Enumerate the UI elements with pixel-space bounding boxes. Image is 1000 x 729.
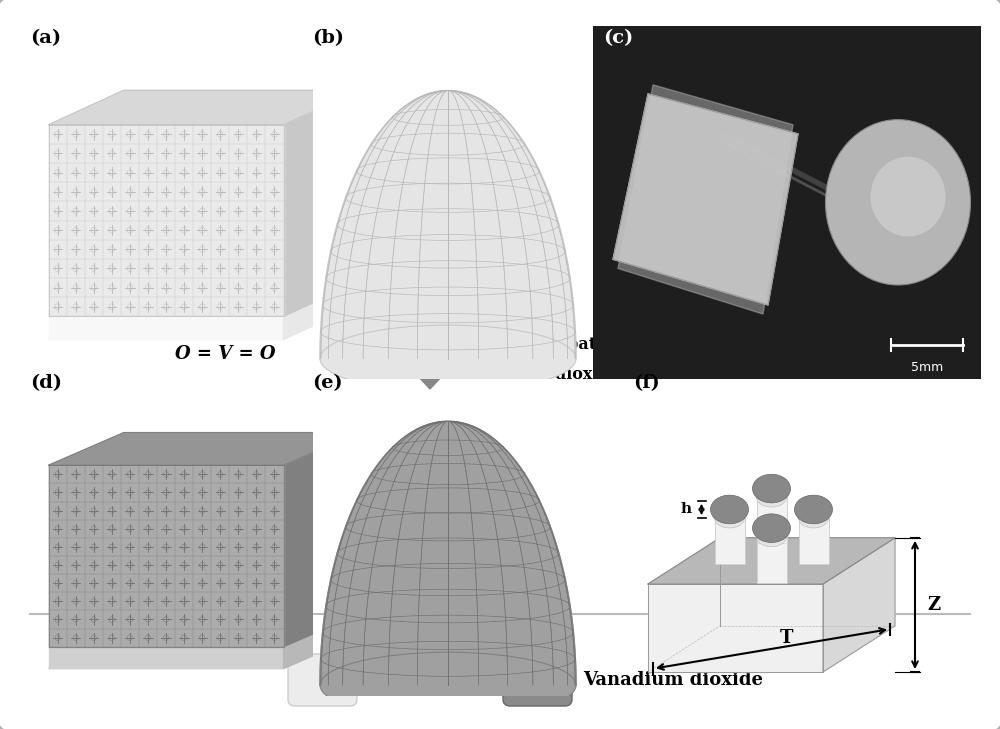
Ellipse shape: [826, 120, 970, 285]
Polygon shape: [648, 584, 823, 672]
Polygon shape: [48, 90, 359, 125]
Text: (b): (b): [312, 28, 344, 47]
Polygon shape: [402, 359, 458, 389]
Polygon shape: [757, 537, 786, 583]
Text: O = V = O: O = V = O: [175, 345, 275, 363]
Text: 5mm: 5mm: [911, 361, 943, 374]
Polygon shape: [320, 421, 576, 685]
Polygon shape: [757, 497, 786, 543]
Polygon shape: [48, 305, 359, 339]
Ellipse shape: [753, 475, 790, 503]
Ellipse shape: [798, 508, 828, 528]
Text: (d): (d): [30, 374, 62, 392]
Polygon shape: [798, 518, 828, 564]
Text: Z: Z: [927, 596, 940, 614]
Polygon shape: [48, 636, 359, 668]
Ellipse shape: [757, 487, 786, 507]
FancyBboxPatch shape: [593, 26, 981, 379]
Text: Vanadium dioxide: Vanadium dioxide: [583, 671, 763, 689]
Text: (f): (f): [633, 374, 660, 392]
Text: T: T: [780, 628, 793, 647]
Polygon shape: [320, 90, 576, 359]
Text: Resin: Resin: [368, 671, 425, 689]
Ellipse shape: [757, 527, 786, 547]
Text: (e): (e): [312, 374, 343, 392]
Polygon shape: [48, 647, 284, 668]
Polygon shape: [48, 125, 284, 316]
Ellipse shape: [753, 514, 790, 542]
Polygon shape: [284, 614, 359, 668]
Text: Coating vanadium: Coating vanadium: [555, 335, 718, 353]
FancyBboxPatch shape: [288, 654, 357, 706]
Ellipse shape: [710, 495, 748, 523]
Polygon shape: [48, 316, 284, 339]
Text: (c): (c): [603, 28, 633, 47]
Ellipse shape: [870, 157, 946, 236]
Polygon shape: [648, 538, 895, 584]
Polygon shape: [284, 90, 359, 316]
FancyBboxPatch shape: [503, 654, 572, 706]
Polygon shape: [284, 282, 359, 339]
Ellipse shape: [320, 325, 576, 392]
Polygon shape: [823, 538, 895, 672]
Polygon shape: [430, 324, 444, 359]
Text: dioxide thin film: dioxide thin film: [555, 365, 703, 383]
Polygon shape: [416, 324, 444, 359]
Text: h: h: [680, 502, 692, 516]
Ellipse shape: [320, 652, 576, 718]
Polygon shape: [284, 432, 359, 647]
Polygon shape: [618, 85, 793, 314]
Polygon shape: [48, 465, 284, 647]
Polygon shape: [714, 518, 744, 564]
Ellipse shape: [714, 508, 744, 528]
Text: (a): (a): [30, 28, 61, 47]
Polygon shape: [613, 94, 798, 305]
Polygon shape: [48, 432, 359, 465]
Ellipse shape: [794, 495, 832, 523]
